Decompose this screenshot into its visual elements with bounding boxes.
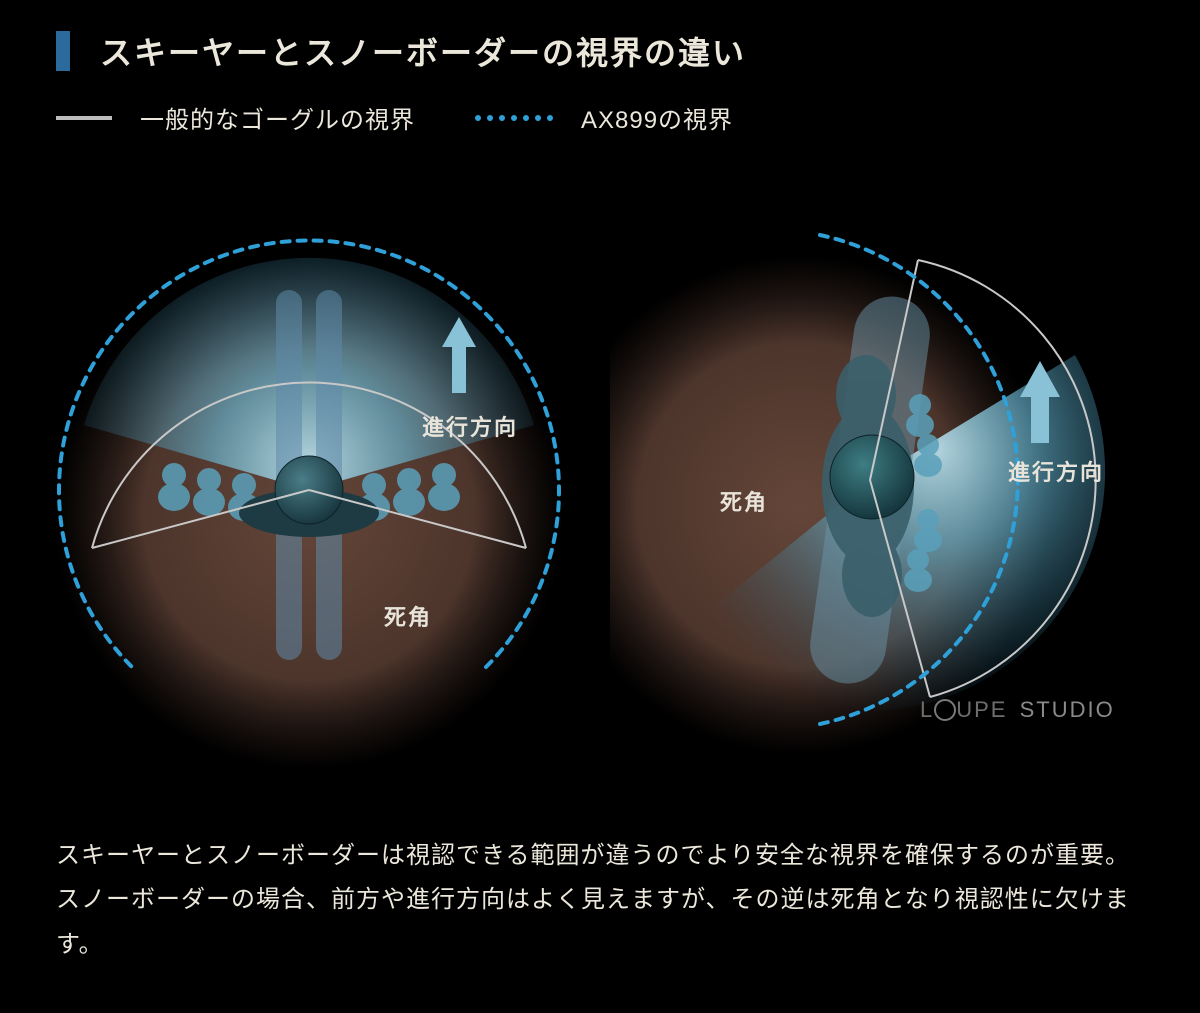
legend-dashed-line-icon (475, 115, 553, 121)
legend-solid-line-icon (56, 116, 112, 120)
boarder-head-icon (830, 435, 914, 519)
title-accent-bar (56, 31, 70, 71)
skier-panel: 進行方向 死角 (24, 145, 594, 765)
title-row: スキーヤーとスノーボーダーの視界の違い (0, 0, 1200, 74)
legend: 一般的なゴーグルの視界 AX899の視界 (0, 74, 1200, 135)
skier-blind-label: 死角 (384, 605, 432, 630)
boarder-blind-label: 死角 (720, 490, 768, 515)
snowboarder-svg: 進行方向 死角 (610, 145, 1180, 765)
snowboarder-panel: 進行方向 死角 L UPE STUDIO (610, 145, 1180, 765)
diagram-area: 進行方向 死角 (0, 145, 1200, 785)
legend-item-solid: 一般的なゴーグルの視界 (56, 100, 415, 135)
legend-solid-label: 一般的なゴーグルの視界 (140, 100, 415, 135)
page-title: スキーヤーとスノーボーダーの視界の違い (100, 28, 746, 74)
caption-text: スキーヤーとスノーボーダーは視認できる範囲が違うのでより安全な視界を確保するのが… (56, 834, 1144, 967)
legend-item-dashed: AX899の視界 (475, 100, 733, 135)
skier-svg: 進行方向 死角 (24, 145, 594, 765)
skier-forward-label: 進行方向 (422, 415, 518, 440)
boarder-forward-label: 進行方向 (1008, 460, 1104, 485)
legend-dashed-label: AX899の視界 (581, 100, 733, 135)
